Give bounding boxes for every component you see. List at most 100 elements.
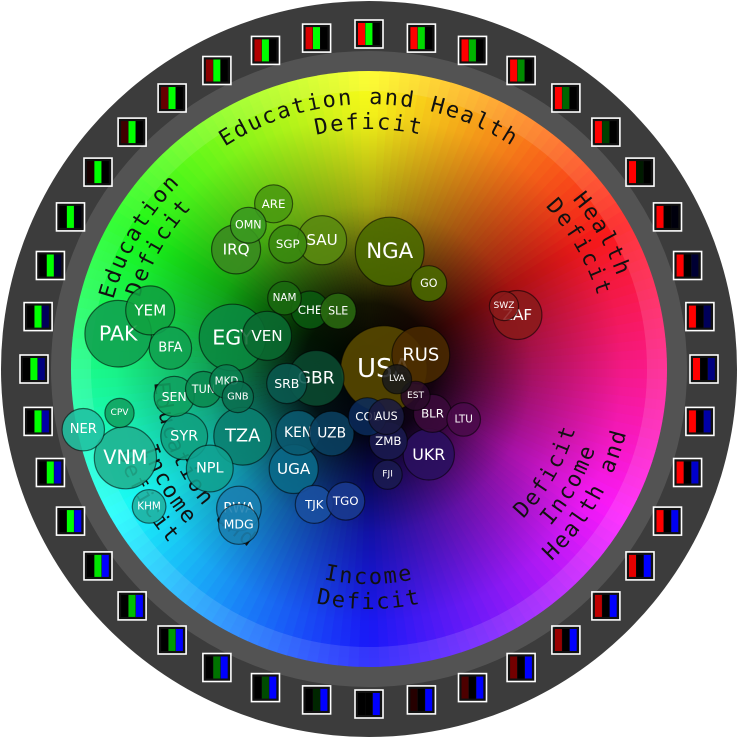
bubble-circle — [229, 206, 267, 244]
ring-swatch — [685, 301, 715, 332]
bubble-label: SAU — [306, 231, 337, 249]
country-bubble-yem[interactable]: YEM — [125, 285, 176, 336]
bubble-label: BFA — [158, 341, 182, 356]
ring-swatch — [19, 354, 49, 384]
country-bubble-tjk[interactable]: TJK — [294, 484, 334, 524]
bubble-label: RUS — [402, 345, 439, 366]
country-bubble-sle[interactable]: SLE — [319, 292, 357, 330]
ring-swatch — [250, 672, 281, 703]
bubble-circle — [254, 184, 294, 224]
country-bubble-tza[interactable]: TZA — [213, 406, 273, 466]
bubble-label: MDG — [224, 517, 254, 532]
country-bubble-nam[interactable]: NAM — [267, 280, 302, 316]
country-bubble-ltu[interactable]: LTU — [446, 402, 482, 437]
bubble-circle — [354, 216, 425, 287]
bubble-circle — [381, 364, 413, 395]
bubble-circle — [131, 489, 167, 524]
ring-swatch — [457, 35, 488, 66]
bubble-circle — [266, 362, 308, 405]
ring-swatch — [301, 23, 332, 53]
ring-swatch — [35, 457, 66, 488]
country-bubble-gnb[interactable]: GNB — [221, 380, 255, 414]
country-bubble-vnm[interactable]: VNM — [93, 426, 158, 490]
bubble-label: TZA — [224, 426, 261, 447]
country-bubble-khm[interactable]: KHM — [131, 489, 167, 524]
country-bubble-sgp[interactable]: SGP — [268, 224, 308, 264]
bubble-circle — [326, 481, 366, 521]
bubble-circle — [367, 398, 405, 436]
country-bubble-srb[interactable]: SRB — [266, 362, 308, 405]
ring-swatch — [354, 19, 384, 49]
ring-swatch — [625, 551, 655, 581]
country-bubble-ken[interactable]: KEN — [275, 409, 322, 456]
ring-swatch — [55, 506, 86, 536]
bubble-circle — [217, 503, 260, 545]
bubble-label: EST — [407, 391, 425, 401]
bubble-circle — [319, 292, 357, 330]
bubble-circle — [268, 224, 308, 264]
bubble-circle — [267, 280, 302, 316]
bubble-label: UKR — [412, 445, 445, 464]
bubble-label: NGA — [366, 239, 413, 264]
ring-swatch — [83, 157, 113, 187]
bubble-label: TGO — [332, 494, 359, 508]
country-bubble-ner[interactable]: NER — [61, 407, 106, 452]
bubble-label: CHE — [298, 303, 323, 317]
bubble-label: SYR — [170, 428, 198, 444]
bubble-label: NAM — [273, 292, 297, 304]
ring-swatch — [83, 551, 113, 581]
country-bubble-cpv[interactable]: CPV — [104, 397, 135, 429]
country-bubble-uga[interactable]: UGA — [268, 443, 319, 495]
country-bubble-lva[interactable]: LVA — [381, 364, 413, 395]
country-bubble-fji[interactable]: FJI — [372, 459, 403, 490]
ring-swatch — [157, 625, 187, 655]
country-bubble-go[interactable]: GO — [410, 265, 448, 303]
country-bubble-nga[interactable]: NGA — [354, 216, 425, 287]
bubble-label: NER — [70, 422, 97, 437]
bubble-label: ARE — [262, 197, 286, 211]
country-bubble-ven[interactable]: VEN — [241, 310, 293, 361]
country-bubble-aus[interactable]: AUS — [367, 398, 405, 436]
country-bubble-omn[interactable]: OMN — [229, 206, 267, 244]
bubble-label: KEN — [284, 425, 312, 441]
ring-swatch — [457, 672, 488, 703]
bubble-circle — [446, 402, 482, 437]
bubble-label: NPL — [196, 461, 224, 477]
bubble-label: CPV — [110, 408, 129, 418]
bubble-circle — [61, 407, 106, 452]
country-bubble-npl[interactable]: NPL — [185, 444, 234, 493]
country-bubble-ukr[interactable]: UKR — [402, 428, 455, 481]
country-bubble-tgo[interactable]: TGO — [326, 481, 366, 521]
ring-swatch — [354, 689, 384, 719]
bubble-circle — [185, 444, 234, 493]
country-bubble-swz[interactable]: SWZ — [488, 290, 520, 322]
region-label-income: Income — [323, 561, 416, 591]
ring-swatch — [55, 202, 86, 232]
country-bubble-uzb[interactable]: UZB — [308, 410, 355, 457]
bubble-label: TUN — [191, 383, 215, 396]
bubble-label: VNM — [103, 446, 147, 469]
bubble-label: GNB — [227, 391, 248, 402]
ring-swatch — [23, 406, 53, 437]
ring-swatch — [506, 55, 536, 86]
ring-swatch — [35, 250, 66, 281]
ring-swatch — [406, 23, 437, 53]
country-bubble-bfa[interactable]: BFA — [148, 326, 193, 370]
bubble-label: AUS — [375, 410, 398, 423]
bubble-label: SRB — [274, 376, 299, 391]
bubble-label: SLE — [328, 305, 348, 318]
bubble-circle — [221, 380, 255, 414]
bubble-circle — [372, 459, 403, 490]
ring-swatch — [672, 457, 703, 488]
country-bubble-are[interactable]: ARE — [254, 184, 294, 224]
ring-swatch — [591, 591, 621, 621]
country-bubble-mdg[interactable]: MDG — [217, 503, 260, 545]
bubble-label: FJI — [382, 470, 393, 480]
ring-swatch — [672, 250, 703, 281]
ring-swatch — [157, 83, 187, 113]
region-label-income: Deficit — [315, 585, 423, 615]
bubble-label: YEM — [133, 301, 166, 319]
country-bubble-sen[interactable]: SEN — [153, 375, 195, 418]
country-bubble-syr[interactable]: SYR — [160, 412, 209, 461]
